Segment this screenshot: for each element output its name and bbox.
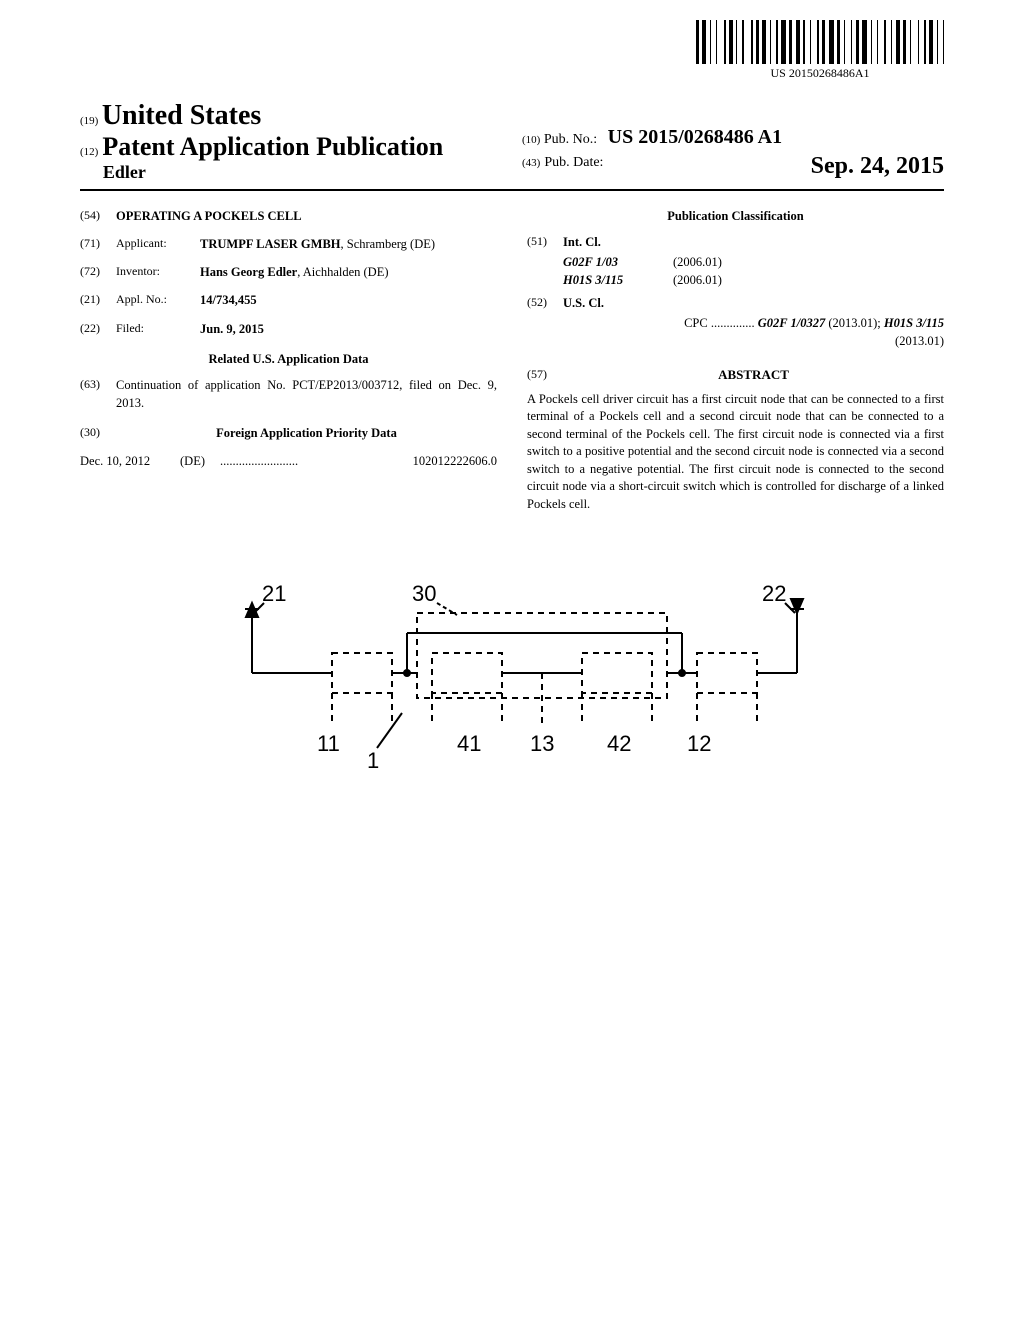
fig-label-30: 30	[412, 581, 436, 606]
us-cl-header: (52) U.S. Cl.	[527, 294, 944, 312]
code-63: (63)	[80, 376, 116, 412]
foreign-title: Foreign Application Priority Data	[116, 424, 497, 442]
country-name: United States	[102, 100, 261, 131]
code-22: (22)	[80, 320, 116, 338]
fig-label-41: 41	[457, 731, 481, 756]
inventor-value: Hans Georg Edler, Aichhalden (DE)	[200, 263, 497, 281]
code-52: (52)	[527, 294, 563, 312]
title-row: (54) OPERATING A POCKELS CELL	[80, 207, 497, 225]
foreign-dots: .........................	[220, 452, 413, 470]
foreign-no: 102012222606.0	[413, 452, 497, 470]
foreign-priority-header: (30) Foreign Application Priority Data	[80, 424, 497, 442]
code-51: (51)	[527, 233, 563, 251]
classification-title: Publication Classification	[527, 207, 944, 225]
code-19: (19)	[80, 115, 98, 127]
inventor-row: (72) Inventor: Hans Georg Edler, Aichhal…	[80, 263, 497, 281]
authors-line: (12) Edler	[80, 162, 502, 183]
continuation-row: (63) Continuation of application No. PCT…	[80, 376, 497, 412]
cpc-line-2: (2013.01)	[563, 332, 944, 350]
applicant-label: Applicant:	[116, 235, 200, 253]
abstract-label: ABSTRACT	[563, 366, 944, 385]
pub-date: Sep. 24, 2015	[811, 153, 944, 180]
barcode-region: US 20150268486A1	[696, 20, 944, 81]
applicant-name: TRUMPF LASER GMBH	[200, 237, 341, 251]
int-cl-1-year: (2006.01)	[673, 253, 722, 271]
cpc-1-year: (2013.01);	[828, 316, 880, 330]
int-cl-row-2: H01S 3/115 (2006.01)	[563, 271, 944, 289]
pub-no: US 2015/0268486 A1	[608, 126, 782, 148]
foreign-priority-line: Dec. 10, 2012 (DE) .....................…	[80, 452, 497, 470]
barcode-text: US 20150268486A1	[696, 66, 944, 81]
authors: Edler	[103, 162, 146, 182]
appl-no: 14/734,455	[200, 291, 497, 309]
applicant-loc: , Schramberg (DE)	[341, 237, 436, 251]
applicant-row: (71) Applicant: TRUMPF LASER GMBH, Schra…	[80, 235, 497, 253]
code-72: (72)	[80, 263, 116, 281]
applicant-value: TRUMPF LASER GMBH, Schramberg (DE)	[200, 235, 497, 253]
pub-type-line: (12) Patent Application Publication	[80, 132, 502, 162]
cpc-2: H01S 3/115	[884, 316, 944, 330]
left-column: (54) OPERATING A POCKELS CELL (71) Appli…	[80, 207, 497, 513]
header-right: (10) Pub. No.: US 2015/0268486 A1 (43) P…	[502, 100, 944, 183]
int-cl-header: (51) Int. Cl.	[527, 233, 944, 251]
int-cl-1: G02F 1/03	[563, 253, 673, 271]
abstract-header: (57) ABSTRACT	[527, 366, 944, 391]
body-columns: (54) OPERATING A POCKELS CELL (71) Appli…	[80, 207, 944, 513]
cpc-label: CPC	[684, 316, 708, 330]
appl-label: Appl. No.:	[116, 291, 200, 309]
cpc-2-year: (2013.01)	[895, 334, 944, 348]
fig-label-22: 22	[762, 581, 786, 606]
appl-no-row: (21) Appl. No.: 14/734,455	[80, 291, 497, 309]
filed-label: Filed:	[116, 320, 200, 338]
header-left: (19) United States (12) Patent Applicati…	[80, 100, 502, 183]
abstract-text: A Pockels cell driver circuit has a firs…	[527, 391, 944, 514]
cpc-dots: ..............	[711, 316, 755, 330]
filed-row: (22) Filed: Jun. 9, 2015	[80, 320, 497, 338]
invention-title: OPERATING A POCKELS CELL	[116, 207, 497, 225]
circuit-diagram: 21 30 22 11 41 13 42 12 1	[202, 573, 822, 793]
filed-date: Jun. 9, 2015	[200, 320, 497, 338]
foreign-date: Dec. 10, 2012	[80, 452, 180, 470]
fig-label-13: 13	[530, 731, 554, 756]
code-43: (43)	[522, 157, 540, 169]
int-cl-label: Int. Cl.	[563, 233, 944, 251]
inventor-label: Inventor:	[116, 263, 200, 281]
code-12: (12)	[80, 146, 98, 158]
figure-area: 21 30 22 11 41 13 42 12 1	[80, 573, 944, 793]
foreign-country: (DE)	[180, 452, 220, 470]
pub-type: Patent Application Publication	[102, 132, 443, 161]
right-column: Publication Classification (51) Int. Cl.…	[527, 207, 944, 513]
us-cl-label: U.S. Cl.	[563, 294, 944, 312]
code-10: (10)	[522, 134, 540, 146]
document-header: (19) United States (12) Patent Applicati…	[80, 100, 944, 191]
fig-label-11: 11	[317, 731, 340, 756]
inventor-loc: , Aichhalden (DE)	[297, 265, 388, 279]
code-30: (30)	[80, 424, 116, 442]
continuation-text: Continuation of application No. PCT/EP20…	[116, 376, 497, 412]
inventor-name: Hans Georg Edler	[200, 265, 297, 279]
pub-date-label: Pub. Date:	[544, 155, 603, 171]
fig-label-21: 21	[262, 581, 286, 606]
barcode-bars	[696, 20, 944, 64]
pub-date-line: (43) Pub. Date: Sep. 24, 2015	[522, 153, 944, 180]
int-cl-2: H01S 3/115	[563, 271, 673, 289]
country-line: (19) United States	[80, 100, 502, 132]
cpc-1: G02F 1/0327	[758, 316, 826, 330]
cpc-line-1: CPC .............. G02F 1/0327 (2013.01)…	[563, 314, 944, 332]
code-54: (54)	[80, 207, 116, 225]
related-app-title: Related U.S. Application Data	[80, 350, 497, 368]
code-57: (57)	[527, 366, 563, 391]
fig-label-42: 42	[607, 731, 631, 756]
pub-no-label: Pub. No.:	[544, 132, 597, 147]
code-21: (21)	[80, 291, 116, 309]
int-cl-2-year: (2006.01)	[673, 271, 722, 289]
int-cl-row-1: G02F 1/03 (2006.01)	[563, 253, 944, 271]
pub-no-line: (10) Pub. No.: US 2015/0268486 A1	[522, 126, 944, 149]
fig-label-1: 1	[367, 748, 379, 773]
fig-label-12: 12	[687, 731, 711, 756]
code-71: (71)	[80, 235, 116, 253]
